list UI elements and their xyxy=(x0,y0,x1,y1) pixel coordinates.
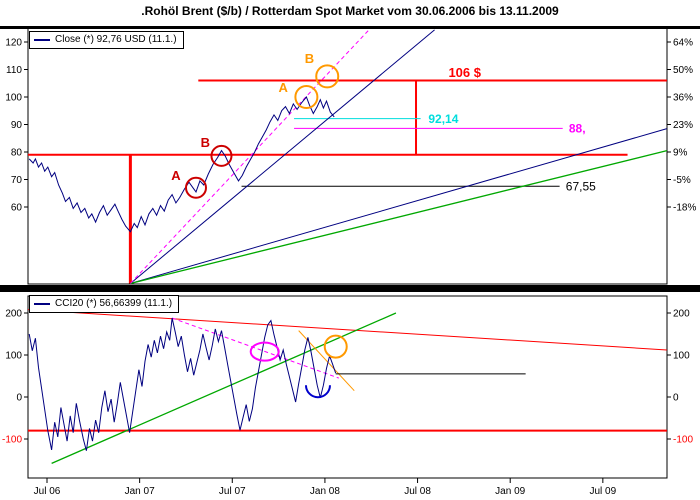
price-legend: Close (*) 92,76 USD (11.1.) xyxy=(29,31,184,49)
y-tick-label-left: 70 xyxy=(11,175,23,186)
x-tick-label: Jan 07 xyxy=(125,486,155,497)
cci-magenta-dashed-line xyxy=(171,317,339,379)
label-9214: 92,14 xyxy=(428,112,458,126)
y-tick-label-right: 100 xyxy=(673,351,690,362)
trend-mid-line xyxy=(130,128,668,284)
y-tick-label-right: 50% xyxy=(673,65,693,76)
label-88: 88, xyxy=(569,122,586,136)
blue-arc xyxy=(304,385,331,399)
red-circle-a xyxy=(184,176,207,199)
price-legend-label: Close (*) 92,76 USD (11.1.) xyxy=(55,34,177,45)
y-tick-label-right: -5% xyxy=(673,175,691,186)
y-tick-label-right: 23% xyxy=(673,120,693,131)
y-tick-label-right: 200 xyxy=(673,309,690,320)
cci-red-trend-line xyxy=(27,309,667,351)
y-tick-label-right: 0 xyxy=(673,392,679,403)
close-line-swatch xyxy=(34,39,50,41)
x-tick-label: Jan 09 xyxy=(495,486,525,497)
cci-legend: CCI20 (*) 56,66399 (11.1.) xyxy=(29,295,180,313)
cci-green-trend-line xyxy=(51,312,397,464)
magenta-ellipse xyxy=(249,341,280,362)
orange-circle xyxy=(323,334,348,359)
y-tick-label-left: 80 xyxy=(11,147,23,158)
trend-steep-line xyxy=(130,29,435,284)
red-circle-b xyxy=(210,144,233,167)
y-tick-label-right: 36% xyxy=(673,92,693,103)
y-tick-label-left: 90 xyxy=(11,120,23,131)
label-106: 106 $ xyxy=(448,65,481,80)
y-tick-label-right: 64% xyxy=(673,37,693,48)
y-tick-label-left: 100 xyxy=(5,351,22,362)
trend-green-line xyxy=(130,149,668,285)
label-b-orange: B xyxy=(305,51,314,66)
cci-line-swatch xyxy=(34,303,50,305)
cci-legend-label: CCI20 (*) 56,66399 (11.1.) xyxy=(55,298,173,309)
orange-circle-b xyxy=(315,64,340,89)
y-tick-label-left: 0 xyxy=(16,392,22,403)
close-line xyxy=(28,96,335,233)
y-tick-label-right: 9% xyxy=(673,147,688,158)
y-tick-label-left: 60 xyxy=(11,202,23,213)
label-6755: 67,55 xyxy=(566,179,596,193)
label-a-orange: A xyxy=(279,80,289,95)
y-tick-label-left: -100 xyxy=(2,434,22,445)
x-tick-label: Jul 09 xyxy=(589,486,616,497)
cci-orange-trend-line xyxy=(298,330,355,392)
x-tick-label: Jul 08 xyxy=(404,486,431,497)
label-a-red: A xyxy=(171,168,181,183)
trend-magenta-dashed-line xyxy=(130,29,370,284)
y-tick-label-left: 110 xyxy=(6,65,22,76)
y-tick-label-right: -100 xyxy=(673,434,693,445)
chart-title: .Rohöl Brent ($/b) / Rotterdam Spot Mark… xyxy=(141,4,559,18)
y-tick-label-left: 100 xyxy=(5,92,22,103)
y-tick-label-right: -18% xyxy=(673,202,696,213)
x-tick-label: Jul 06 xyxy=(34,486,61,497)
orange-circle-a xyxy=(294,84,319,109)
label-b-red: B xyxy=(201,135,210,150)
x-tick-label: Jan 08 xyxy=(310,486,340,497)
price-panel-frame xyxy=(27,27,668,285)
panel-separator-bar xyxy=(0,285,700,292)
cci-line xyxy=(28,317,337,451)
y-tick-label-left: 200 xyxy=(5,309,22,320)
cci-panel-frame xyxy=(27,295,668,479)
y-tick-label-left: 120 xyxy=(5,37,22,48)
x-tick-label: Jul 07 xyxy=(219,486,246,497)
